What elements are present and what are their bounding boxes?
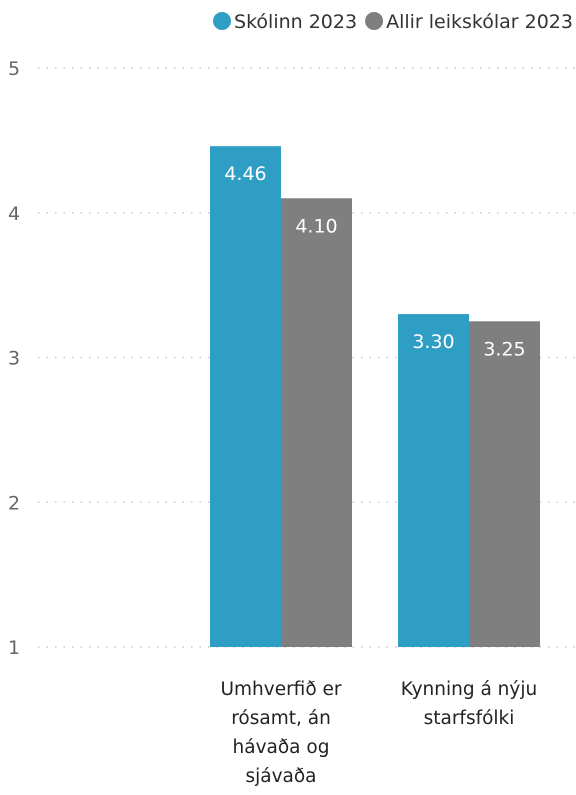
bar-series-2-cat-1: [281, 198, 352, 647]
legend-marker-2: [365, 12, 384, 30]
bar-series-1-cat-2: [398, 314, 469, 647]
category-label-1-line-4: sjávaða: [245, 766, 316, 787]
y-tick-label-4: 4: [8, 203, 20, 225]
y-tick-label-2: 2: [8, 492, 20, 514]
y-tick-label-1: 1: [8, 637, 20, 659]
y-tick-label-3: 3: [8, 348, 20, 370]
category-label-1-line-2: rósamt, án: [231, 708, 331, 729]
category-label-1-line-1: Umhverfið er: [220, 679, 341, 700]
data-label-series-1-cat-2: 3.30: [412, 331, 454, 353]
legend-marker-1: [213, 12, 232, 30]
category-label-2-line-1: Kynning á nýju: [401, 679, 537, 700]
category-label-2-line-2: starfsfólki: [424, 708, 515, 729]
y-axis: 1 2 3 4 5: [8, 58, 20, 659]
data-label-series-1-cat-1: 4.46: [224, 163, 266, 185]
legend: Skólinn 2023 Allir leikskólar 2023: [213, 11, 573, 33]
x-axis: Umhverfið er rósamt, án hávaða og sjávaða Ky…: [220, 679, 537, 787]
data-label-series-2-cat-2: 3.25: [483, 338, 525, 360]
y-tick-label-5: 5: [8, 58, 20, 80]
data-label-series-2-cat-1: 4.10: [295, 215, 337, 237]
legend-label-2: Allir leikskólar 2023: [386, 11, 573, 33]
bar-series-1-cat-1: [210, 146, 281, 648]
category-label-1-line-3: hávaða og: [233, 737, 330, 758]
legend-label-1: Skólinn 2023: [234, 11, 357, 33]
bar-series-2-cat-2: [469, 321, 540, 647]
bars: 4.46 4.10 3.30 3.25: [210, 146, 540, 648]
